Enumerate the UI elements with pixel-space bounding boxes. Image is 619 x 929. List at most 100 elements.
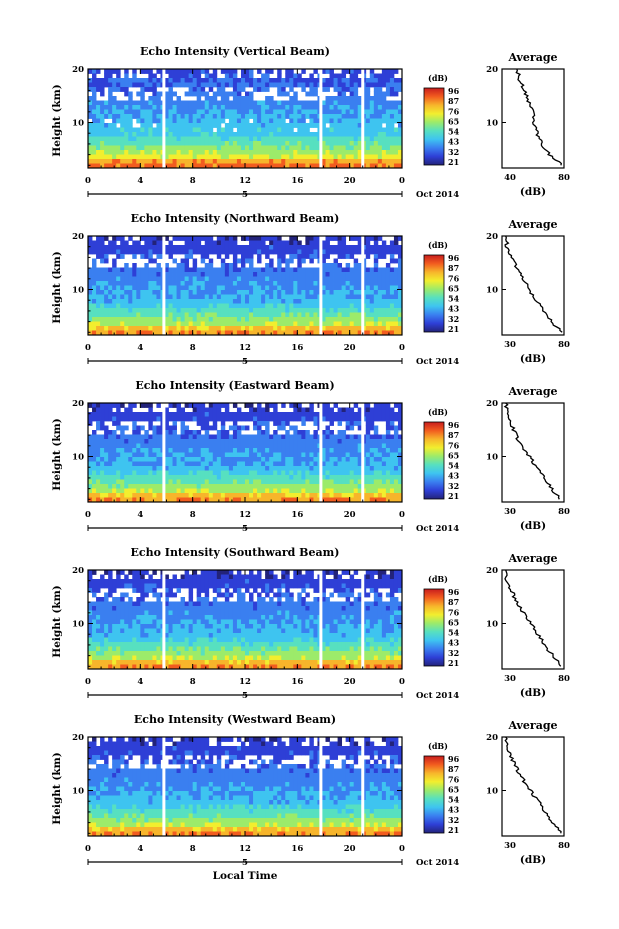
heatmap-cell	[200, 317, 206, 322]
heatmap-cell	[192, 141, 198, 146]
heatmap-cell	[313, 141, 318, 146]
colorbar-tick-label: 76	[448, 440, 460, 450]
heatmap-cell	[369, 425, 375, 431]
heatmap-cell	[365, 290, 371, 295]
heatmap-cell	[152, 425, 157, 431]
heatmap-cell	[104, 105, 109, 110]
heatmap-cell	[108, 127, 113, 133]
heatmap-cell	[297, 272, 302, 277]
heatmap-cell	[104, 123, 109, 128]
heatmap-cell	[289, 443, 294, 449]
heatmap-cell	[204, 91, 210, 97]
heatmap-cell	[100, 276, 105, 282]
heatmap-cell	[321, 258, 326, 264]
heatmap-cell	[325, 96, 330, 101]
heatmap-cell	[301, 448, 306, 453]
heatmap-cell	[297, 123, 302, 128]
heatmap-cell	[325, 109, 330, 115]
heatmap-cell	[100, 159, 105, 164]
heatmap-cell	[232, 479, 238, 485]
heatmap-cell	[369, 570, 375, 575]
heatmap-cell	[357, 299, 363, 304]
heatmap-cell	[325, 317, 330, 322]
heatmap-cell	[305, 312, 310, 318]
heatmap-cell	[216, 434, 222, 440]
heatmap-cell	[353, 245, 359, 250]
heatmap-cell	[245, 78, 250, 83]
heatmap-cell	[281, 249, 286, 255]
heatmap-cell	[309, 105, 314, 110]
heatmap-cell	[309, 258, 314, 264]
heatmap-cell	[88, 78, 93, 83]
heatmap-cell	[176, 457, 181, 462]
heatmap-cell	[172, 236, 177, 241]
heatmap-cell	[301, 303, 306, 309]
heatmap-cell	[240, 439, 246, 444]
heatmap-cell	[269, 240, 274, 246]
heatmap-cell	[357, 145, 363, 151]
heatmap-cell	[240, 303, 246, 309]
heatmap-cell	[92, 82, 97, 88]
heatmap-cell	[313, 321, 318, 327]
heatmap-cell	[164, 154, 169, 160]
heatmap-cell	[341, 159, 347, 164]
heatmap-cell	[385, 461, 391, 467]
heatmap-cell	[92, 127, 97, 133]
heatmap-cell	[136, 479, 141, 485]
heatmap-cell	[180, 245, 186, 250]
heatmap-cell	[277, 421, 282, 426]
heatmap-cell	[132, 100, 137, 106]
heatmap-cell	[277, 87, 282, 92]
heatmap-cell	[240, 245, 246, 250]
heatmap-cell	[216, 159, 222, 164]
heatmap-cell	[397, 159, 403, 164]
heatmap-cell	[116, 87, 121, 92]
heatmap-cell	[128, 570, 133, 575]
heatmap-cell	[325, 475, 330, 480]
heatmap-cell	[228, 123, 234, 128]
heatmap-cell	[88, 461, 93, 467]
heatmap-cell	[373, 145, 379, 151]
heatmap-cell	[397, 425, 403, 431]
heatmap-cell	[220, 452, 226, 458]
heatmap-cell	[136, 425, 141, 431]
heatmap-cell	[309, 308, 314, 313]
heatmap-cell	[353, 82, 359, 88]
heatmap-cell	[168, 475, 173, 480]
heatmap-cell	[180, 430, 186, 435]
heatmap-cell	[313, 452, 318, 458]
heatmap-cell	[124, 299, 129, 304]
heatmap-cell	[224, 443, 230, 449]
heatmap-cell	[393, 100, 399, 106]
heatmap-cell	[224, 452, 230, 458]
heatmap-cell	[257, 443, 262, 449]
heatmap-cell	[269, 299, 274, 304]
heatmap-cell	[265, 425, 270, 431]
heatmap-cell	[240, 294, 246, 300]
heatmap-cell	[329, 78, 334, 83]
heatmap-cell	[128, 475, 133, 480]
heatmap-cell	[253, 281, 258, 286]
heatmap-cell	[228, 493, 234, 498]
heatmap-cell	[261, 461, 266, 467]
heatmap-cell	[341, 285, 347, 291]
heatmap-cell	[341, 466, 347, 471]
heatmap-cell	[180, 416, 186, 422]
heatmap-cell	[108, 452, 113, 458]
heatmap-cell	[373, 254, 379, 259]
heatmap-cell	[216, 321, 222, 327]
heatmap-cell	[144, 290, 149, 295]
heatmap-cell	[253, 294, 258, 300]
heatmap-cell	[144, 132, 149, 137]
heatmap-cell	[108, 308, 113, 313]
heatmap-cell	[333, 470, 338, 476]
heatmap-cell	[124, 245, 129, 250]
heatmap-cell	[188, 299, 194, 304]
heatmap-cell	[313, 281, 318, 286]
heatmap-cell	[313, 249, 318, 255]
heatmap-cell	[92, 114, 97, 119]
heatmap-cell	[321, 452, 326, 458]
heatmap-cell	[228, 69, 234, 74]
heatmap-cell	[172, 425, 177, 431]
heatmap-cell	[289, 127, 294, 133]
